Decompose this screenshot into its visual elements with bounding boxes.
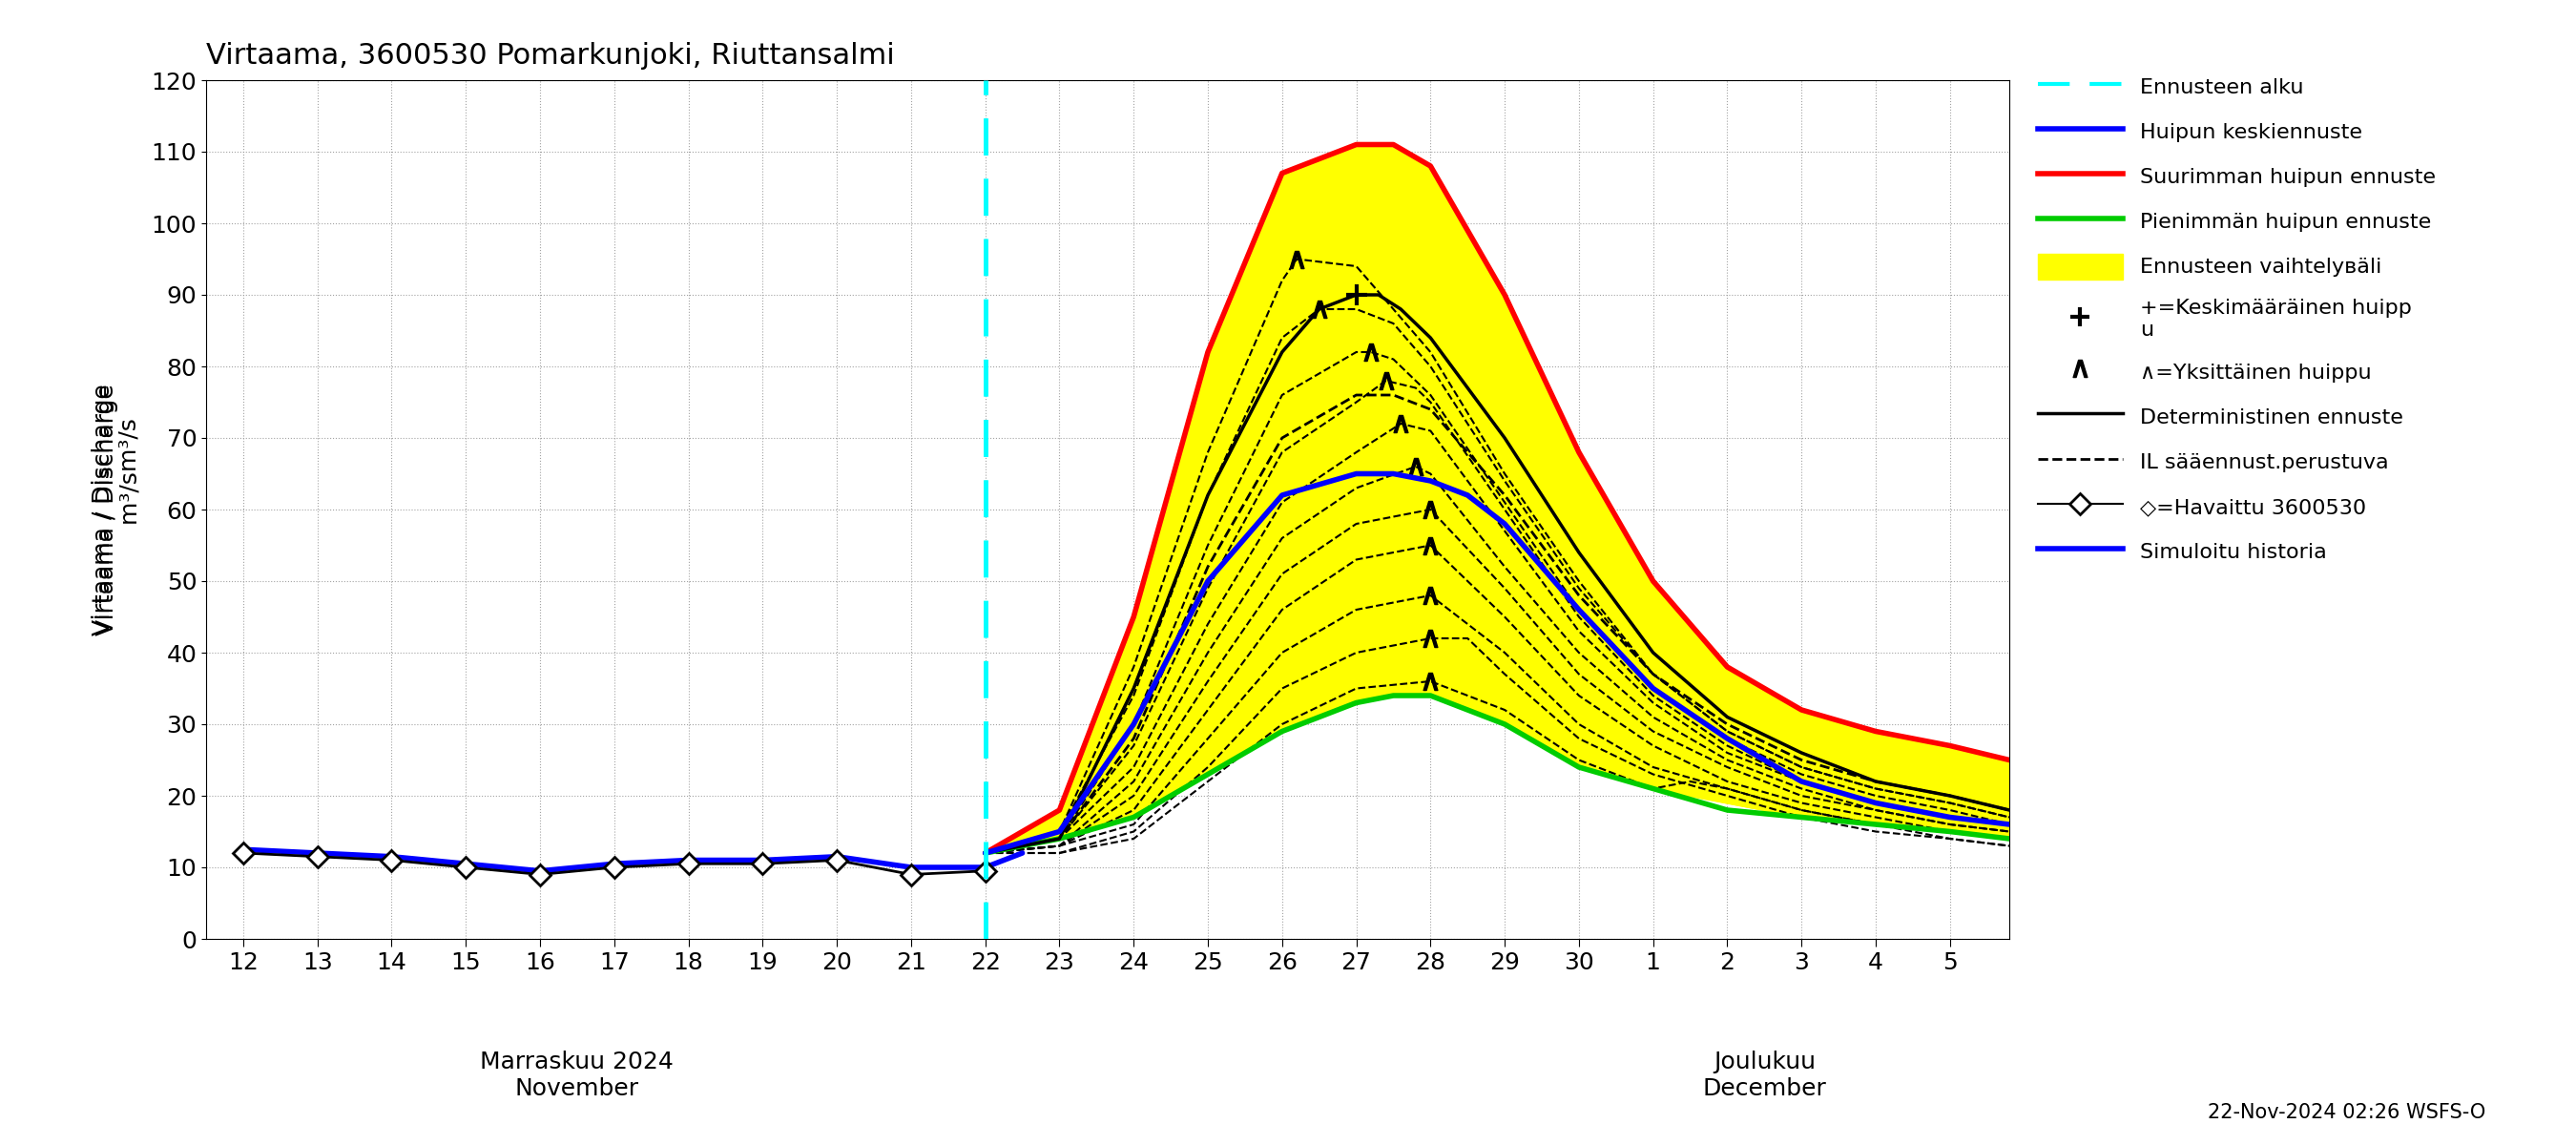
Text: Marraskuu 2024
November: Marraskuu 2024 November xyxy=(479,1051,675,1100)
Y-axis label: Virtaama / Discharge
                 m³/s: Virtaama / Discharge m³/s xyxy=(90,384,142,635)
Text: Virtaama, 3600530 Pomarkunjoki, Riuttansalmi: Virtaama, 3600530 Pomarkunjoki, Riuttans… xyxy=(206,42,894,70)
Legend: Ennusteen alku, Huipun keskiennuste, Suurimman huipun ennuste, Pienimmän huipun : Ennusteen alku, Huipun keskiennuste, Suu… xyxy=(2038,73,2434,564)
Text: Joulukuu
December: Joulukuu December xyxy=(1703,1051,1826,1100)
Text: 22-Nov-2024 02:26 WSFS-O: 22-Nov-2024 02:26 WSFS-O xyxy=(2208,1103,2486,1122)
Text: m³/s: m³/s xyxy=(118,472,142,547)
Text: Virtaama / Discharge: Virtaama / Discharge xyxy=(95,384,118,635)
